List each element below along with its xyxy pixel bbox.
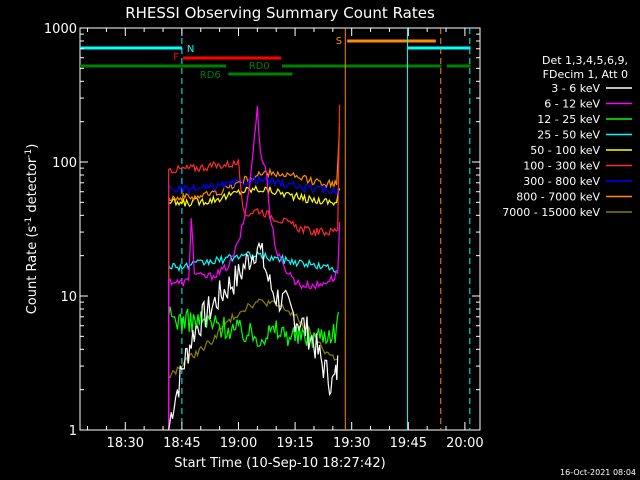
legend-label-50-100-kev: 50 - 100 keV xyxy=(530,144,600,157)
legend-header: Det 1,3,4,5,6,9, xyxy=(542,54,628,67)
series-line-50-100-kev xyxy=(168,184,341,430)
chart-title: RHESSI Observing Summary Count Rates xyxy=(125,4,435,22)
flag-label-rd6: RD6 xyxy=(200,70,221,81)
x-tick-label: 20:00 xyxy=(446,436,483,451)
series-line-7000-15000-kev xyxy=(168,298,338,430)
series-line-100-300-kev xyxy=(168,104,341,430)
legend-label-7000-15000-kev: 7000 - 15000 keV xyxy=(502,206,600,219)
legend-label-800-7000-kev: 800 - 7000 keV xyxy=(516,191,600,204)
x-tick-label: 18:30 xyxy=(107,436,144,451)
flag-label-f: F xyxy=(173,52,179,63)
legend-label-6-12-kev: 6 - 12 keV xyxy=(544,98,600,111)
legend-label-12-25-kev: 12 - 25 keV xyxy=(537,113,600,126)
x-tick-label: 19:15 xyxy=(276,436,313,451)
series-line-3-6-kev xyxy=(168,241,339,431)
x-tick-label: 18:45 xyxy=(163,436,200,451)
y-axis-ticks: 1 10 100 1000 xyxy=(44,22,480,439)
flag-label-n: N xyxy=(187,44,194,55)
legend-label-3-6-kev: 3 - 6 keV xyxy=(551,82,600,95)
legend-label-100-300-kev: 100 - 300 keV xyxy=(523,160,600,173)
series-line-12-25-kev xyxy=(168,306,340,430)
x-tick-label: 19:30 xyxy=(333,436,370,451)
x-axis-label: Start Time (10-Sep-10 18:27:42) xyxy=(174,456,385,471)
legend: Det 1,3,4,5,6,9,FDecim 1, Att 03 - 6 keV… xyxy=(502,54,632,219)
footer-timestamp: 16-Oct-2021 08:04 xyxy=(560,468,636,477)
series-lines xyxy=(168,104,341,431)
series-line-300-800-kev xyxy=(168,173,341,430)
legend-label-300-800-kev: 300 - 800 keV xyxy=(523,175,600,188)
plot-frame xyxy=(79,27,481,431)
x-tick-label: 19:00 xyxy=(220,436,257,451)
flag-label-s: S xyxy=(336,36,342,47)
y-tick-label: 100 xyxy=(52,156,77,171)
legend-label-25-50-kev: 25 - 50 keV xyxy=(537,129,600,142)
x-tick-label: 19:45 xyxy=(390,436,427,451)
y-tick-label: 1000 xyxy=(44,22,77,37)
flag-bars: NF S RD0 RD6 xyxy=(80,36,471,81)
y-tick-label: 1 xyxy=(69,424,77,439)
flag-label-rd0: RD0 xyxy=(249,61,270,72)
y-axis-label: Count Rate (s-1 detector-1) xyxy=(24,144,40,315)
series-line-6-12-kev xyxy=(168,105,341,430)
legend-header: FDecim 1, Att 0 xyxy=(543,68,628,81)
y-tick-label: 10 xyxy=(60,290,77,305)
x-axis-ticks: 18:30 18:45 19:00 19:15 19:30 19:45 20:00 xyxy=(87,28,484,451)
vertical-markers xyxy=(181,28,471,430)
